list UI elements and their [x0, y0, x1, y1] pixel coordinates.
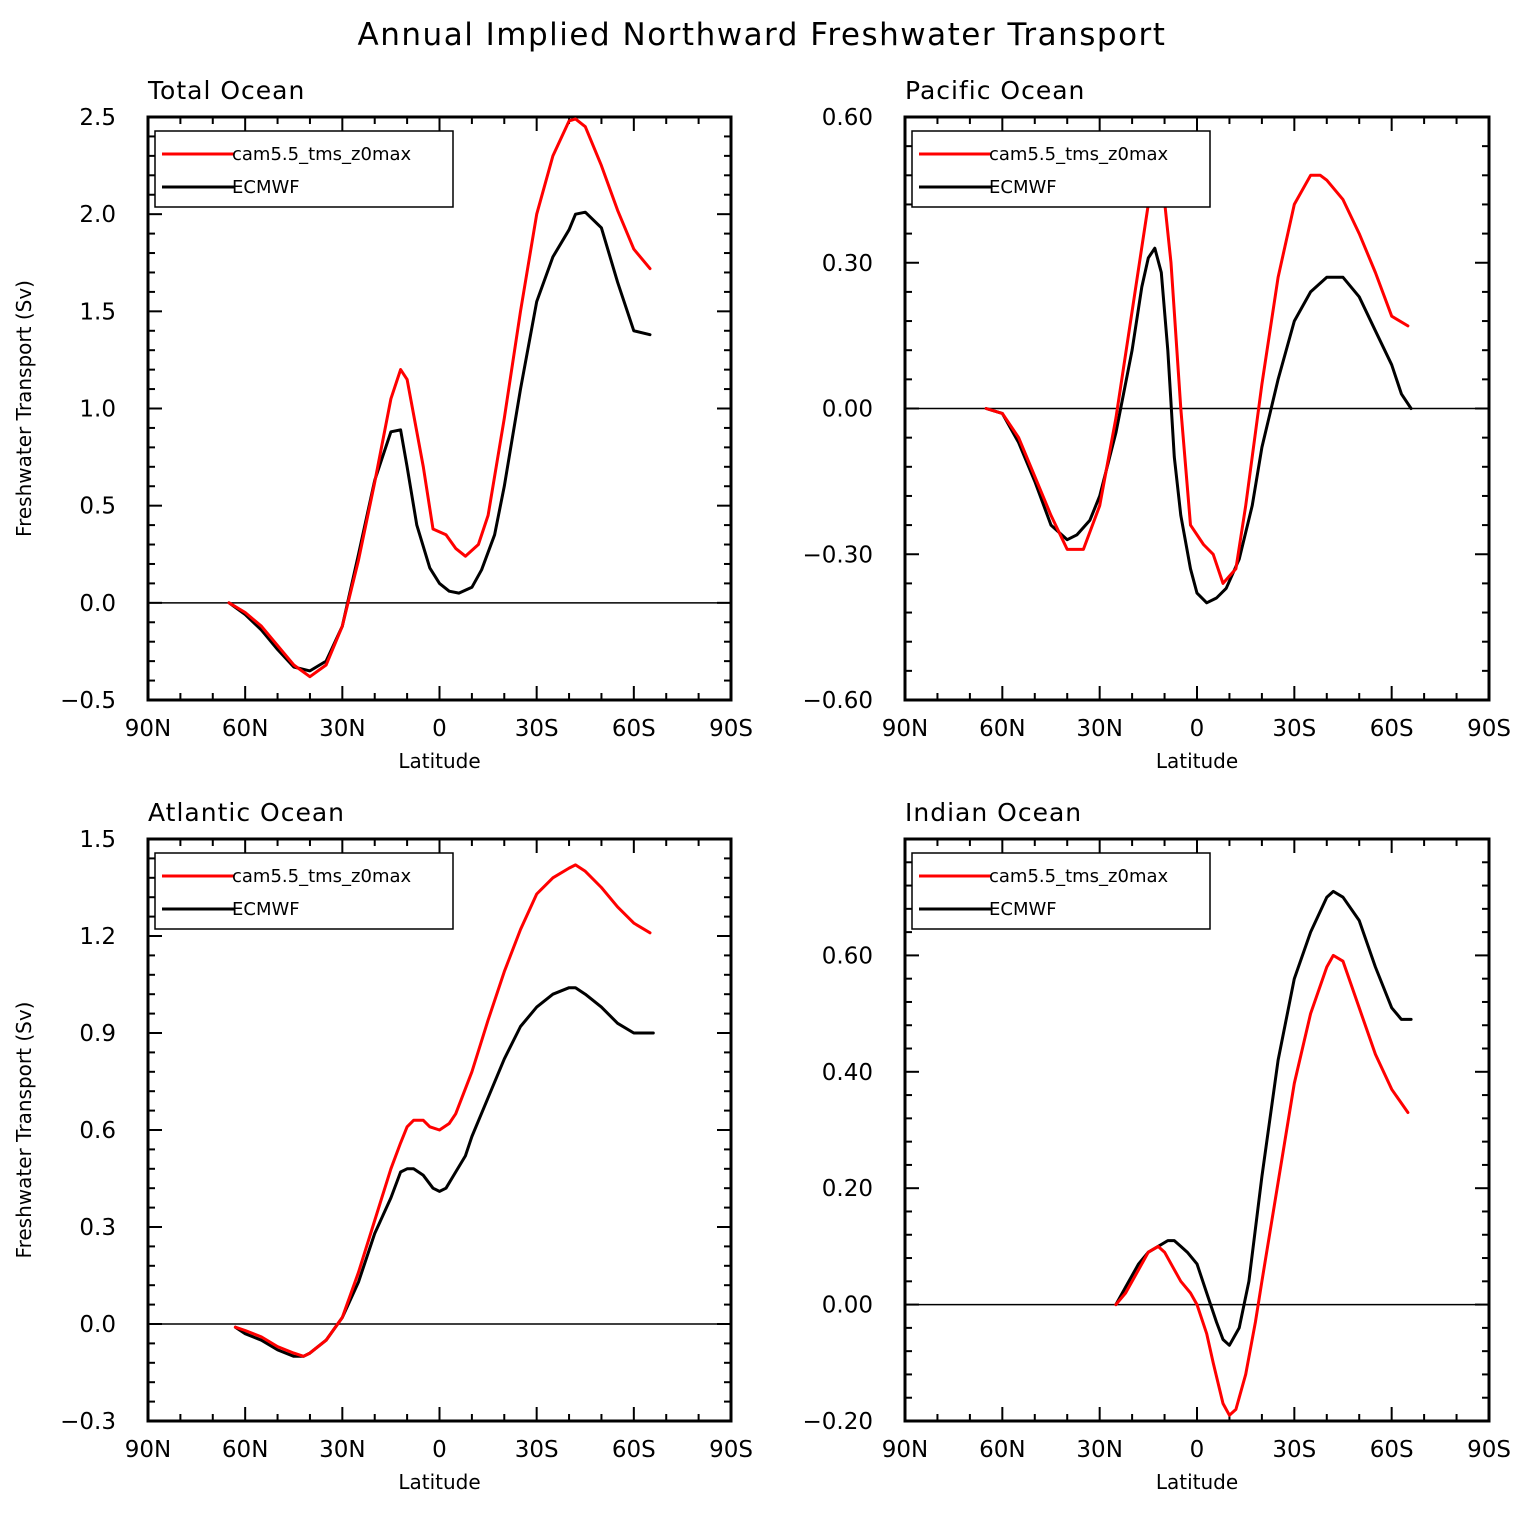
total-ocean-title: Total Ocean — [147, 76, 305, 105]
indian-ocean-x-tick-label: 90N — [882, 1437, 928, 1463]
pacific-ocean-y-tick-label: −0.60 — [803, 688, 873, 714]
pacific-ocean-legend-label-cam5-5-tms-z0max: cam5.5_tms_z0max — [989, 144, 1169, 165]
pacific-ocean-legend-label-ecmwf: ECMWF — [989, 177, 1057, 198]
atlantic-ocean-legend-box — [154, 852, 454, 930]
indian-ocean-x-tick-label: 60N — [979, 1437, 1025, 1463]
atlantic-ocean-x-axis-label: Latitude — [398, 1470, 480, 1494]
atlantic-ocean-x-tick-label: 90S — [709, 1437, 753, 1463]
figure-title: Annual Implied Northward Freshwater Tran… — [358, 17, 1167, 53]
total-ocean-x-tick-label: 90N — [125, 716, 171, 742]
atlantic-ocean-panel: Atlantic Ocean 90N 60N 30N 0 30S 60S 90S −0.3 0.0… — [12, 798, 753, 1494]
indian-ocean-y-tick-label: −0.20 — [803, 1409, 873, 1435]
indian-ocean-x-tick-label: 60S — [1370, 1437, 1414, 1463]
pacific-ocean-series-ecmwf — [984, 246, 1413, 605]
pacific-ocean-x-tick-label: 30N — [1076, 716, 1122, 742]
indian-ocean-x-tick-label: 0 — [1190, 1437, 1205, 1463]
pacific-ocean-x-tick-label: 60S — [1370, 716, 1414, 742]
atlantic-ocean-y-tick-label: 0.9 — [79, 1021, 116, 1047]
atlantic-ocean-y-tick-label: 0.0 — [79, 1312, 116, 1338]
total-ocean-x-axis-label: Latitude — [398, 749, 480, 773]
atlantic-ocean-x-tick-label: 30N — [319, 1437, 365, 1463]
total-ocean-legend: cam5.5_tms_z0max ECMWF — [154, 130, 454, 208]
indian-ocean-x-axis-label: Latitude — [1156, 1470, 1238, 1494]
pacific-ocean-x-tick-label: 60N — [979, 716, 1025, 742]
pacific-ocean-y-tick-label: 0.60 — [822, 105, 873, 131]
total-ocean-x-tick-label: 60S — [612, 716, 656, 742]
indian-ocean-title: Indian Ocean — [905, 798, 1082, 827]
atlantic-ocean-title: Atlantic Ocean — [148, 798, 345, 827]
pacific-ocean-y-tick-label: 0.30 — [822, 251, 873, 277]
total-ocean-legend-label-ecmwf: ECMWF — [232, 177, 300, 198]
atlantic-ocean-series-ecmwf — [233, 986, 655, 1358]
indian-ocean-series-cam5-5-tms-z0max — [1114, 953, 1410, 1417]
total-ocean-y-tick-label: 2.0 — [79, 202, 116, 228]
indian-ocean-legend-label-ecmwf: ECMWF — [989, 899, 1057, 920]
pacific-ocean-x-tick-label: 30S — [1272, 716, 1316, 742]
indian-ocean-legend: cam5.5_tms_z0max ECMWF — [911, 852, 1211, 930]
total-ocean-y-tick-label: 1.0 — [79, 397, 116, 423]
atlantic-ocean-x-tick-label: 30S — [515, 1437, 559, 1463]
indian-ocean-panel: Indian Ocean 90N 60N 30N 0 30S 60S 90S −0.20 0.00… — [803, 798, 1511, 1494]
atlantic-ocean-series-cam5-5-tms-z0max — [233, 863, 652, 1358]
total-ocean-x-tick-label: 0 — [432, 716, 447, 742]
indian-ocean-x-tick-label: 30N — [1076, 1437, 1122, 1463]
pacific-ocean-legend-box — [911, 130, 1211, 208]
atlantic-ocean-x-tick-label: 90N — [125, 1437, 171, 1463]
total-ocean-y-tick-label: 0.0 — [79, 591, 116, 617]
atlantic-ocean-y-tick-label: 1.5 — [79, 827, 116, 853]
indian-ocean-legend-label-cam5-5-tms-z0max: cam5.5_tms_z0max — [989, 866, 1169, 887]
total-ocean-y-tick-label: 1.5 — [79, 299, 116, 325]
total-ocean-legend-label-cam5-5-tms-z0max: cam5.5_tms_z0max — [232, 144, 412, 165]
total-ocean-legend-box — [154, 130, 454, 208]
pacific-ocean-y-tick-label: 0.00 — [822, 397, 873, 423]
total-ocean-x-tick-label: 30N — [319, 716, 365, 742]
total-ocean-series-ecmwf — [227, 210, 652, 673]
atlantic-ocean-y-tick-label: 0.3 — [79, 1215, 116, 1241]
atlantic-ocean-legend-label-ecmwf: ECMWF — [232, 899, 300, 920]
total-ocean-panel: Total Ocean 90N 60N 30N 0 30S 60S 90S −0.5 0.0 0.5… — [12, 76, 753, 773]
atlantic-ocean-x-tick-label: 60S — [612, 1437, 656, 1463]
indian-ocean-y-tick-label: 0.40 — [822, 1060, 873, 1086]
total-ocean-y-tick-label: 0.5 — [79, 494, 116, 520]
pacific-ocean-legend: cam5.5_tms_z0max ECMWF — [911, 130, 1211, 208]
total-ocean-x-tick-label: 30S — [515, 716, 559, 742]
atlantic-ocean-x-tick-label: 60N — [222, 1437, 268, 1463]
total-ocean-series-cam5-5-tms-z0max — [227, 117, 652, 679]
indian-ocean-y-tick-label: 0.20 — [822, 1176, 873, 1202]
total-ocean-y-tick-label: −0.5 — [60, 688, 116, 714]
atlantic-ocean-y-tick-label: 0.6 — [79, 1118, 116, 1144]
indian-ocean-series-ecmwf — [1114, 889, 1413, 1347]
indian-ocean-y-tick-label: 0.60 — [822, 943, 873, 969]
pacific-ocean-title: Pacific Ocean — [905, 76, 1085, 105]
total-ocean-y-tick-label: 2.5 — [79, 105, 116, 131]
indian-ocean-y-tick-label: 0.00 — [822, 1293, 873, 1319]
pacific-ocean-series-cam5-5-tms-z0max — [984, 168, 1410, 585]
atlantic-ocean-x-tick-label: 0 — [432, 1437, 447, 1463]
pacific-ocean-y-tick-label: −0.30 — [803, 542, 873, 568]
total-ocean-x-tick-label: 90S — [709, 716, 753, 742]
atlantic-ocean-y-tick-label: 1.2 — [79, 924, 116, 950]
pacific-ocean-panel: Pacific Ocean 90N 60N 30N 0 30S 60S 90S −0.60 −0.… — [803, 76, 1511, 773]
atlantic-ocean-legend-label-cam5-5-tms-z0max: cam5.5_tms_z0max — [232, 866, 412, 887]
total-ocean-y-axis-label: Freshwater Transport (Sv) — [12, 280, 36, 537]
chart-panels: Total Ocean 90N 60N 30N 0 30S 60S 90S −0.5 0.0 0.5… — [12, 76, 1511, 1494]
atlantic-ocean-y-axis-label: Freshwater Transport (Sv) — [12, 1002, 36, 1259]
indian-ocean-x-tick-label: 30S — [1272, 1437, 1316, 1463]
atlantic-ocean-y-tick-label: −0.3 — [60, 1409, 116, 1435]
indian-ocean-x-tick-label: 90S — [1467, 1437, 1511, 1463]
pacific-ocean-x-tick-label: 90N — [882, 716, 928, 742]
pacific-ocean-x-axis-label: Latitude — [1156, 749, 1238, 773]
total-ocean-x-tick-label: 60N — [222, 716, 268, 742]
atlantic-ocean-legend: cam5.5_tms_z0max ECMWF — [154, 852, 454, 930]
indian-ocean-legend-box — [911, 852, 1211, 930]
pacific-ocean-x-tick-label: 0 — [1190, 716, 1205, 742]
pacific-ocean-x-tick-label: 90S — [1467, 716, 1511, 742]
